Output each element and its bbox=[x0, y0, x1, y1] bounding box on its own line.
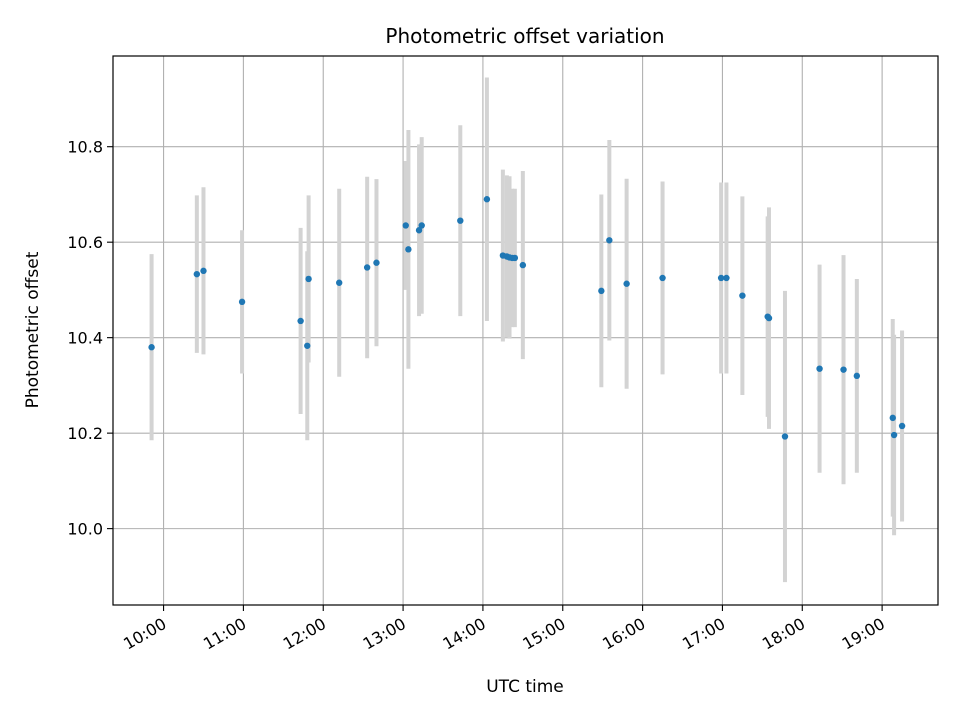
data-point bbox=[415, 227, 423, 234]
data-point bbox=[511, 254, 519, 262]
data-point bbox=[200, 267, 207, 275]
data-point bbox=[483, 196, 491, 203]
data-point bbox=[898, 422, 906, 430]
x-axis-title: UTC time bbox=[486, 677, 564, 697]
data-point bbox=[853, 372, 861, 380]
data-point bbox=[304, 342, 311, 349]
data-point bbox=[598, 287, 605, 295]
plot-area bbox=[113, 56, 938, 605]
data-point bbox=[717, 274, 725, 282]
data-point bbox=[148, 344, 155, 351]
data-point bbox=[519, 261, 527, 269]
y-tick-label: 10.8 bbox=[67, 138, 103, 157]
grid bbox=[113, 56, 938, 605]
data-point bbox=[373, 259, 380, 266]
data-point bbox=[405, 246, 412, 253]
data-point bbox=[765, 314, 773, 322]
chart-title: Photometric offset variation bbox=[385, 24, 664, 48]
y-tick-label: 10.2 bbox=[67, 424, 103, 443]
data-point bbox=[840, 366, 847, 373]
data-point bbox=[659, 274, 666, 282]
data-point bbox=[336, 279, 343, 286]
data-point bbox=[418, 222, 425, 229]
y-axis: 10.0 10.2 10.4 10.6 10.8 bbox=[67, 138, 113, 539]
data-point bbox=[781, 433, 789, 440]
data-point bbox=[305, 275, 312, 283]
y-tick-label: 10.6 bbox=[67, 233, 103, 252]
plot-frame bbox=[112, 55, 939, 606]
data-point bbox=[739, 292, 746, 299]
data-point bbox=[623, 280, 630, 287]
data-point bbox=[297, 317, 304, 325]
y-tick-label: 10.4 bbox=[67, 329, 103, 348]
data-point bbox=[890, 431, 898, 439]
data-point bbox=[402, 222, 409, 229]
data-point bbox=[723, 274, 730, 282]
data-point bbox=[816, 365, 823, 372]
data-point bbox=[238, 298, 246, 306]
data-point bbox=[457, 217, 464, 224]
data-point bbox=[606, 237, 613, 244]
y-axis-title: Photometric offset bbox=[23, 251, 43, 408]
data-point bbox=[193, 270, 201, 278]
data-point bbox=[889, 414, 896, 422]
data-point bbox=[363, 264, 371, 271]
data-points bbox=[148, 196, 906, 440]
y-tick-label: 10.0 bbox=[67, 520, 103, 539]
